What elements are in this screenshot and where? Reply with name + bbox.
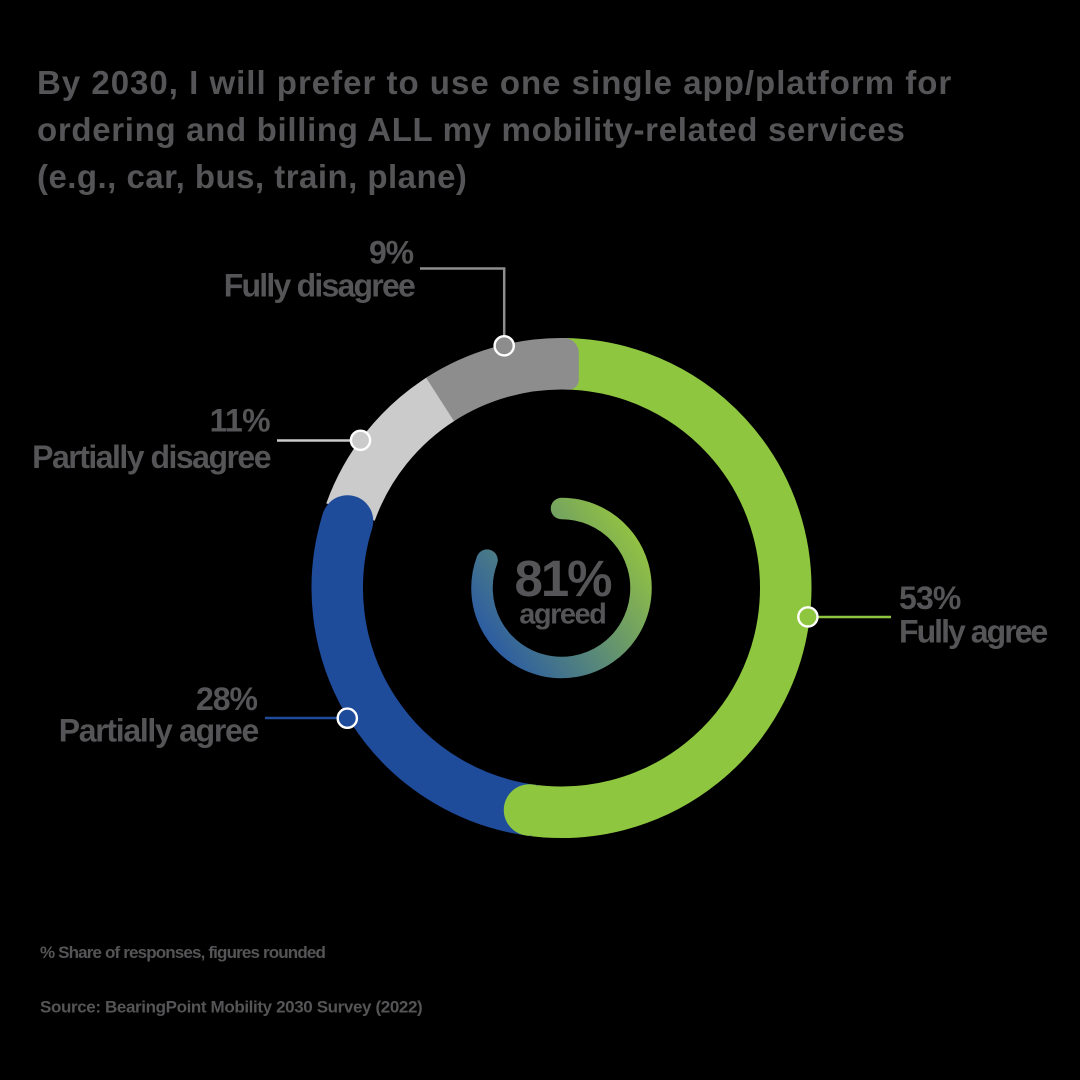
svg-text:% Share of responses, figures: % Share of responses, figures rounded [40,943,325,962]
svg-text:11%: 11% [210,403,271,439]
svg-text:Fully disagree: Fully disagree [224,268,415,304]
svg-text:Partially disagree: Partially disagree [32,439,271,475]
svg-text:Fully agree: Fully agree [899,614,1048,650]
svg-text:(e.g., car, bus, train, plane): (e.g., car, bus, train, plane) [37,158,467,195]
svg-text:28%: 28% [196,681,258,717]
svg-text:53%: 53% [899,580,961,616]
svg-text:81%: 81% [514,550,611,607]
svg-text:9%: 9% [369,234,414,270]
svg-text:By 2030, I will prefer to use: By 2030, I will prefer to use one single… [37,64,952,101]
svg-text:Partially agree: Partially agree [59,713,259,749]
svg-text:agreed: agreed [519,599,605,631]
svg-text:ordering and billing ALL my mo: ordering and billing ALL my mobility-rel… [37,111,906,148]
svg-text:Source: BearingPoint Mobility: Source: BearingPoint Mobility 2030 Surve… [40,998,422,1017]
